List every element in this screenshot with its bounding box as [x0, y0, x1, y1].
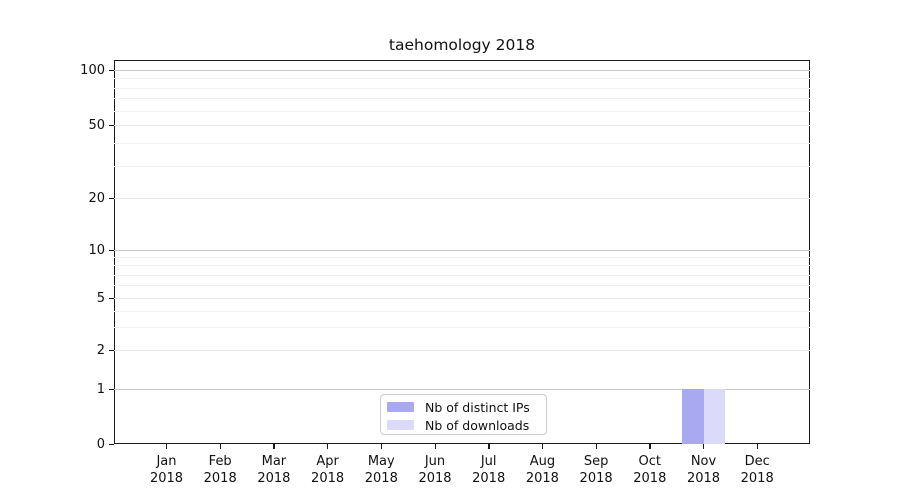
y-tick-mark [109, 197, 114, 199]
y-axis-tick-label: 1 [96, 381, 105, 397]
x-tick-month: Jun [424, 454, 446, 469]
x-axis-tick-label: Aug 2018 [512, 453, 572, 487]
y-tick-mark [109, 349, 114, 351]
y-axis-tick-label: 0 [96, 436, 105, 452]
x-axis-tick-label: Feb 2018 [190, 453, 250, 487]
minor-gridline [114, 265, 810, 267]
major-gridline [114, 250, 810, 251]
labeled-minor-gridline [114, 198, 810, 199]
x-tick-year: 2018 [633, 471, 667, 486]
minor-gridline [114, 285, 810, 287]
x-tick-year: 2018 [579, 471, 613, 486]
legend: Nb of distinct IPs Nb of downloads [380, 394, 547, 435]
x-axis-tick-label: Jul 2018 [459, 453, 519, 487]
x-tick-mark [541, 444, 544, 449]
y-axis-tick-label: 10 [88, 242, 105, 258]
labeled-minor-gridline [114, 125, 810, 126]
x-tick-year: 2018 [364, 471, 398, 486]
minor-gridline [114, 98, 810, 100]
x-tick-month: Dec [744, 454, 770, 469]
y-tick-mark [109, 124, 114, 126]
x-tick-mark [327, 444, 329, 449]
chart-title: taehomology 2018 [388, 36, 536, 54]
x-axis-tick-label: Dec 2018 [727, 453, 787, 487]
y-tick-mark [109, 297, 114, 299]
x-tick-month: Nov [690, 454, 717, 469]
x-tick-year: 2018 [686, 471, 721, 486]
x-tick-mark [273, 444, 275, 449]
x-tick-month: Jan [156, 454, 177, 469]
y-tick-mark [109, 249, 114, 251]
legend-entry-downloads: Nb of downloads [387, 416, 546, 434]
y-axis-tick-label: 100 [80, 62, 105, 78]
minor-gridline [114, 257, 810, 259]
x-axis-tick-label: Oct 2018 [620, 453, 680, 487]
minor-gridline [114, 326, 810, 328]
x-axis-tick-label: Sep 2018 [566, 453, 626, 487]
x-tick-mark [166, 444, 168, 449]
x-tick-year: 2018 [311, 471, 345, 486]
legend-swatch-distinct-ips [387, 402, 414, 412]
x-tick-year: 2018 [203, 471, 237, 486]
plot-area [114, 60, 810, 444]
minor-gridline [114, 87, 810, 89]
x-axis-tick-label: Nov 2018 [674, 453, 734, 487]
minor-gridline [114, 310, 810, 312]
x-tick-year: 2018 [472, 471, 506, 486]
x-tick-month: Jul [480, 454, 497, 469]
x-tick-mark [380, 444, 383, 449]
x-tick-mark [488, 444, 490, 449]
x-tick-year: 2018 [418, 471, 452, 486]
x-tick-year: 2018 [525, 471, 559, 486]
y-axis-tick-label: 50 [88, 117, 105, 133]
minor-gridline [114, 165, 810, 167]
x-tick-mark [434, 444, 436, 449]
x-tick-mark [756, 444, 759, 449]
major-gridline [114, 70, 810, 71]
y-axis-tick-label: 2 [96, 342, 105, 358]
x-tick-year: 2018 [740, 471, 774, 486]
x-tick-month: Sep [583, 454, 609, 469]
minor-gridline [114, 142, 810, 144]
x-axis-tick-label: Mar 2018 [244, 453, 304, 487]
x-tick-month: Oct [638, 454, 662, 469]
x-tick-month: Aug [529, 454, 556, 469]
x-tick-mark [219, 444, 222, 449]
x-axis-tick-label: Apr 2018 [298, 453, 358, 487]
x-tick-mark [595, 444, 597, 449]
x-tick-year: 2018 [149, 471, 184, 486]
bar-distinct-ips [682, 389, 704, 444]
bar-downloads [703, 389, 725, 444]
x-tick-mark [649, 444, 651, 449]
y-axis-tick-label: 5 [96, 290, 105, 306]
y-tick-mark [109, 443, 114, 445]
x-tick-month: Mar [261, 454, 287, 469]
x-axis-tick-label: May 2018 [351, 453, 411, 487]
minor-gridline [114, 274, 810, 276]
x-tick-month: Apr [316, 454, 339, 469]
labeled-minor-gridline [114, 298, 810, 299]
x-tick-year: 2018 [257, 471, 291, 486]
minor-gridline [114, 78, 810, 80]
y-axis-tick-label: 20 [88, 190, 105, 206]
legend-label-distinct-ips: Nb of distinct IPs [425, 399, 530, 415]
x-tick-mark [703, 444, 705, 449]
legend-label-downloads: Nb of downloads [425, 417, 530, 433]
major-gridline [114, 389, 810, 390]
x-axis-tick-label: Jan 2018 [137, 453, 197, 487]
x-axis-tick-label: Jun 2018 [405, 453, 465, 487]
x-tick-month: May [367, 454, 395, 469]
labeled-minor-gridline [114, 350, 810, 351]
minor-gridline [114, 110, 810, 112]
x-tick-month: Feb [208, 454, 232, 469]
legend-entry-distinct-ips: Nb of distinct IPs [387, 398, 546, 416]
y-tick-mark [109, 69, 114, 71]
legend-swatch-downloads [387, 420, 414, 430]
y-tick-mark [109, 388, 114, 390]
